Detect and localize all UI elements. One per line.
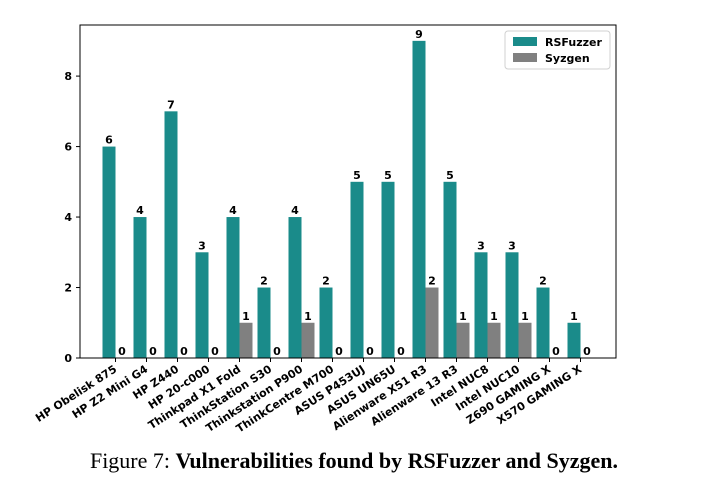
- legend: RSFuzzer Syzgen: [504, 30, 611, 70]
- bar-value-label: 0: [273, 345, 281, 358]
- plot-frame: [79, 24, 617, 359]
- bar-rsfuzzer: [474, 252, 488, 358]
- legend-swatch: [513, 53, 537, 62]
- bar-value-label: 5: [446, 169, 454, 182]
- figure-caption: Figure 7: Vulnerabilities found by RSFuz…: [0, 448, 708, 474]
- bar-value-label: 4: [136, 204, 144, 217]
- bars-layer: [102, 40, 581, 358]
- bar-value-label: 0: [149, 345, 157, 358]
- bar-value-label: 2: [260, 275, 268, 288]
- caption-bold-text: Vulnerabilities found by RSFuzzer and Sy…: [175, 448, 619, 473]
- bar-value-label: 0: [552, 345, 560, 358]
- bar-value-label: 0: [180, 345, 188, 358]
- bar-value-label: 2: [322, 275, 330, 288]
- y-tick-label: 8: [64, 70, 72, 83]
- bar-rsfuzzer: [164, 111, 178, 358]
- bar-value-label: 3: [477, 239, 485, 252]
- bar-syzgen: [239, 322, 253, 358]
- bar-rsfuzzer: [288, 217, 302, 358]
- bar-value-label: 1: [490, 310, 498, 323]
- bar-value-label: 0: [366, 345, 374, 358]
- bar-value-label: 2: [428, 275, 436, 288]
- bar-value-label: 0: [335, 345, 343, 358]
- bar-syzgen: [301, 322, 315, 358]
- bar-syzgen: [456, 322, 470, 358]
- bar-syzgen: [487, 322, 501, 358]
- y-axis: 0 2 4 6 8: [64, 70, 80, 365]
- bar-value-label: 1: [304, 310, 312, 323]
- bar-value-label: 0: [583, 345, 591, 358]
- bar-rsfuzzer: [443, 181, 457, 358]
- bar-rsfuzzer: [381, 181, 395, 358]
- bar-value-label: 2: [539, 275, 547, 288]
- bar-rsfuzzer: [195, 252, 209, 358]
- bar-value-label: 0: [397, 345, 405, 358]
- caption-prefix: Figure 7:: [89, 448, 176, 473]
- bar-rsfuzzer: [350, 181, 364, 358]
- bar-value-label: 1: [570, 310, 578, 323]
- y-tick-label: 2: [64, 282, 72, 295]
- legend-label: Syzgen: [545, 52, 590, 65]
- bar-value-label: 9: [415, 28, 423, 41]
- bar-syzgen: [518, 322, 532, 358]
- bar-value-label: 0: [118, 345, 126, 358]
- bar-rsfuzzer: [567, 322, 581, 358]
- bar-rsfuzzer: [226, 217, 240, 358]
- bar-rsfuzzer: [536, 287, 550, 358]
- bar-value-label: 1: [459, 310, 467, 323]
- bar-rsfuzzer: [505, 252, 519, 358]
- y-tick-label: 0: [64, 352, 72, 365]
- bar-rsfuzzer: [257, 287, 271, 358]
- bar-value-label: 1: [521, 310, 529, 323]
- bar-syzgen: [425, 287, 439, 358]
- bar-value-label: 4: [229, 204, 237, 217]
- bar-rsfuzzer: [412, 40, 426, 358]
- bar-value-label: 7: [167, 98, 175, 111]
- y-tick-label: 4: [64, 211, 72, 224]
- bar-value-label: 6: [105, 134, 113, 147]
- bar-value-label: 5: [384, 169, 392, 182]
- bar-value-label: 1: [242, 310, 250, 323]
- bar-rsfuzzer: [319, 287, 333, 358]
- bar-value-label: 3: [508, 239, 516, 252]
- bar-value-label: 0: [211, 345, 219, 358]
- legend-label: RSFuzzer: [545, 36, 602, 49]
- bar-value-label: 4: [291, 204, 299, 217]
- bar-rsfuzzer: [133, 217, 147, 358]
- bar-rsfuzzer: [102, 146, 116, 358]
- y-tick-label: 6: [64, 141, 72, 154]
- bar-labels-layer: 6 4 7 3 4 2 4 2 5 5 9 5 3 3 2 1 0 0 0 0 1 0 1 0 0 0 2 1 1 1 0 0: [105, 28, 591, 358]
- bar-value-label: 5: [353, 169, 361, 182]
- legend-swatch: [513, 37, 537, 46]
- bar-value-label: 3: [198, 239, 206, 252]
